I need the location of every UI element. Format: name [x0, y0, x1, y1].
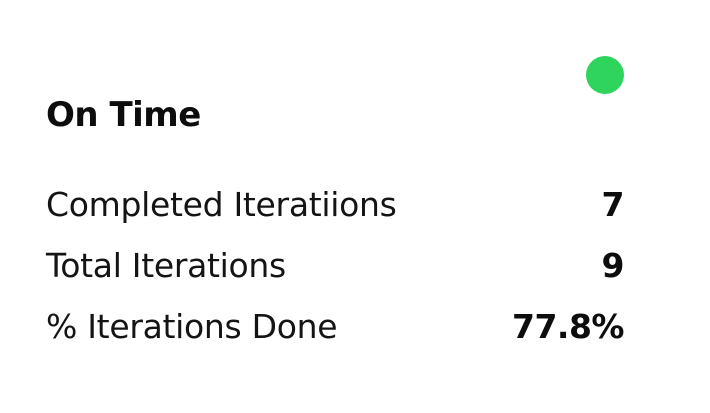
metric-value: 77.8% [512, 307, 625, 346]
status-indicator-dot-icon [586, 56, 624, 94]
metric-value: 9 [601, 246, 625, 285]
card-title: On Time [46, 95, 201, 135]
metric-row-iterations-done-percent: % Iterations Done 77.8% [46, 302, 625, 363]
metric-value: 7 [601, 185, 625, 224]
metric-label: Total Iterations [46, 246, 286, 285]
metric-label: % Iterations Done [46, 307, 338, 346]
metrics-list: Completed Iteratiions 7 Total Iterations… [46, 180, 625, 363]
metric-label: Completed Iteratiions [46, 185, 397, 224]
metric-row-total-iterations: Total Iterations 9 [46, 241, 625, 302]
metric-row-completed-iterations: Completed Iteratiions 7 [46, 180, 625, 241]
